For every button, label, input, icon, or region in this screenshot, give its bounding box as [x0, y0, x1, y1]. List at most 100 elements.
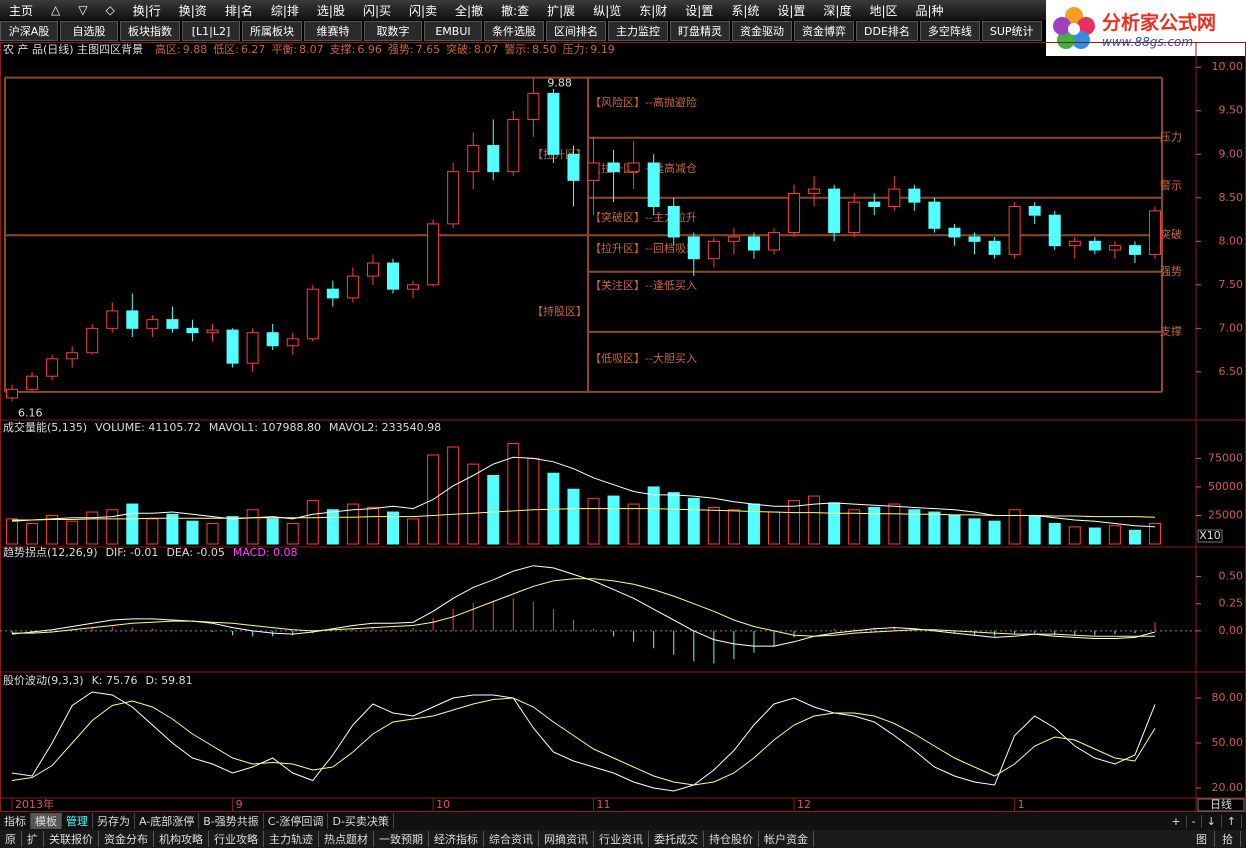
tab[interactable]: 经济指标 — [429, 831, 484, 847]
toolbar-button[interactable]: 主力监控 — [608, 21, 668, 41]
toolbar-button[interactable]: 条件选股 — [484, 21, 544, 41]
menu-item[interactable]: 换|行 — [132, 3, 161, 18]
readout-value: 8.50 — [532, 43, 557, 56]
y-tick-label: 50.00 — [1212, 736, 1244, 749]
menu-item[interactable]: 闪|买 — [362, 3, 391, 18]
tab[interactable]: 综合资讯 — [484, 831, 539, 847]
readout-label: 压力: — [563, 43, 589, 56]
volume-bar — [707, 506, 720, 545]
menu-item[interactable]: 选|股 — [316, 3, 345, 18]
menu-item[interactable]: △ — [51, 3, 61, 17]
tab[interactable]: 网摘资讯 — [539, 831, 594, 847]
menu-item[interactable]: 全|撤 — [455, 3, 484, 18]
toolbar-button[interactable]: 板块指数 — [120, 21, 180, 41]
menu-item[interactable]: 设|置 — [685, 3, 714, 18]
tab[interactable]: 资金分布 — [99, 831, 154, 847]
toolbar-button[interactable]: DDE排名 — [856, 21, 918, 41]
volume-bar — [768, 511, 780, 545]
menu-item[interactable]: ▽ — [78, 3, 88, 17]
menu-item[interactable]: 排|名 — [224, 3, 253, 18]
candle-body — [1048, 214, 1061, 247]
nav-button[interactable]: + — [1166, 814, 1187, 828]
toolbar-button[interactable]: 沪深A股 — [0, 21, 58, 41]
tab[interactable]: 委托成交 — [649, 831, 704, 847]
tab[interactable]: 原 — [0, 831, 22, 847]
toolbar-button[interactable]: 资金博弈 — [794, 21, 854, 41]
y-tick-label: 0.00 — [1219, 624, 1244, 637]
panel-header: 趋势拐点(12,26,9) DIF: -0.01 DEA: -0.05 MACD: 0… — [3, 545, 298, 559]
tab[interactable]: 主力轨迹 — [264, 831, 319, 847]
tab[interactable]: 拾 — [1215, 831, 1241, 847]
menu-item[interactable]: 闪|卖 — [409, 3, 438, 18]
menu-item[interactable]: ◇ — [105, 3, 115, 17]
volume-bar — [1149, 522, 1161, 545]
toolbar-button[interactable]: 自选股 — [60, 21, 118, 41]
period-label: 日线 — [1210, 797, 1232, 811]
tab[interactable]: 持仓股价 — [704, 831, 759, 847]
toolbar-button[interactable]: 取数字 — [364, 21, 422, 41]
tab[interactable]: 关联报价 — [44, 831, 99, 847]
bottom-item[interactable]: 模板 — [31, 813, 62, 829]
x-tick-label: 1 — [1018, 798, 1025, 811]
candle-body — [747, 236, 760, 251]
menu-item[interactable]: 地|区 — [869, 3, 898, 18]
tab[interactable]: 帐户资金 — [759, 831, 814, 847]
bottom-item[interactable]: 另存为 — [93, 813, 135, 829]
candle-body — [1068, 240, 1081, 247]
unit-label: X10 — [1199, 529, 1221, 542]
tab[interactable]: 扩 — [22, 831, 44, 847]
y-tick-label: 8.00 — [1219, 234, 1244, 247]
candle-body — [6, 388, 18, 399]
volume-bar — [868, 506, 881, 545]
menu-item[interactable]: 设|置 — [777, 3, 806, 18]
toolbar-button[interactable]: 盯盘精灵 — [670, 21, 730, 41]
tab[interactable]: 行业攻略 — [209, 831, 264, 847]
toolbar-button[interactable]: SUP统计 — [981, 21, 1042, 41]
volume-bar — [326, 509, 339, 545]
menu-item[interactable]: 深|度 — [823, 3, 852, 18]
nav-button[interactable]: ↑ — [1222, 814, 1242, 828]
toolbar-button[interactable]: 维赛特 — [304, 21, 362, 41]
tab[interactable]: 热点题材 — [319, 831, 374, 847]
toolbar-button[interactable]: EMBUI — [424, 21, 482, 41]
y-tick-label: 50000 — [1208, 480, 1243, 493]
level-label: 支撑 — [1160, 324, 1182, 338]
panel-header: 成交量能(5,135) VOLUME: 41105.72 MAVOL1: 10798… — [3, 420, 441, 434]
volume-bar — [226, 516, 239, 545]
toolbar-button[interactable]: 多空阵线 — [919, 21, 980, 41]
menu-item[interactable]: 品|种 — [915, 3, 944, 18]
menu-item[interactable]: 纵|览 — [593, 3, 622, 18]
menu-item[interactable]: 系|统 — [731, 3, 760, 18]
logo-url: www.88gs.com — [1102, 34, 1194, 49]
toolbar-button[interactable]: 所属板块 — [242, 21, 302, 41]
indicator-line — [12, 578, 1155, 637]
menu-item[interactable]: 撤:查 — [501, 3, 530, 18]
nav-button[interactable]: - — [1187, 814, 1202, 828]
bottom-item[interactable]: B-强势共振 — [199, 813, 264, 829]
menu-item[interactable]: 主页 — [9, 3, 34, 18]
indicator-line — [11, 456, 1156, 528]
y-tick-label: 75000 — [1208, 451, 1243, 464]
menu-item[interactable]: 综|排 — [270, 3, 299, 18]
zone-label: 【拉升区】--回档吸筹 — [590, 241, 697, 255]
bottom-item[interactable]: D-买卖决策 — [328, 813, 394, 829]
nav-button[interactable]: ↓ — [1202, 814, 1222, 828]
volume-bar — [86, 511, 99, 545]
tab[interactable]: 机构攻略 — [154, 831, 209, 847]
menu-item[interactable]: 换|资 — [178, 3, 207, 18]
tab[interactable]: 图 — [1189, 831, 1215, 847]
volume-bar — [266, 518, 279, 545]
toolbar-button[interactable]: 区间排名 — [546, 21, 606, 41]
toolbar-button[interactable]: 资金驱动 — [732, 21, 792, 41]
bottom-item[interactable]: A-底部涨停 — [135, 813, 200, 829]
bottom-item[interactable]: 指标 — [0, 813, 31, 829]
candle-body — [146, 319, 159, 329]
bottom-item[interactable]: 管理 — [62, 813, 93, 829]
tab[interactable]: 行业资讯 — [594, 831, 649, 847]
menu-item[interactable]: 扩|展 — [547, 3, 576, 18]
bottom-item[interactable]: C-涨停回调 — [264, 813, 329, 829]
tab[interactable]: 一致预期 — [374, 831, 429, 847]
toolbar-button[interactable]: [L1|L2] — [182, 21, 240, 41]
readout-value: 6.27 — [241, 43, 266, 56]
menu-item[interactable]: 东|财 — [639, 3, 668, 18]
